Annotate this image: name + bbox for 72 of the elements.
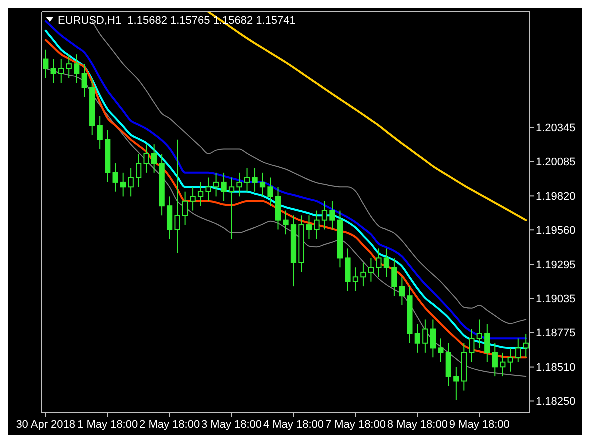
candlestick [360, 262, 366, 288]
y-tick-label: 1.18775 [536, 328, 576, 340]
y-tick-label: 1.19035 [536, 294, 576, 306]
candlestick [275, 186, 282, 230]
candlestick [221, 172, 227, 202]
y-tick-label: 1.20085 [536, 156, 576, 168]
candlestick [120, 172, 126, 198]
candlestick [492, 342, 498, 378]
candlestick [352, 267, 359, 292]
y-tick-label: 1.18510 [536, 362, 576, 374]
candlestick [283, 210, 289, 236]
candlestick [384, 248, 390, 278]
candlestick [368, 258, 374, 282]
candlestick [268, 177, 274, 207]
candlestick [112, 163, 118, 192]
candlestick [66, 54, 72, 79]
candlestick [322, 200, 328, 230]
candlestick [454, 366, 460, 401]
candlestick [244, 168, 250, 192]
x-tick-label: 8 May 18:00 [387, 419, 448, 431]
candlestick [50, 58, 56, 84]
y-tick-label: 1.20345 [536, 122, 576, 134]
y-tick-label: 1.19820 [536, 191, 576, 204]
candlestick [523, 333, 529, 358]
candlestick [151, 144, 158, 174]
candlestick [97, 116, 103, 150]
y-tick-label: 1.19560 [536, 224, 576, 237]
y-tick-label: 1.18250 [536, 396, 576, 408]
x-tick-label: 4 May 18:00 [263, 419, 324, 431]
candlestick [252, 168, 258, 192]
candlestick [198, 182, 204, 207]
candlestick [213, 172, 220, 198]
y-tick-label: 1.19295 [536, 260, 576, 272]
candlestick [392, 258, 398, 297]
candlestick [190, 186, 196, 212]
candlestick [182, 191, 188, 226]
candlestick [399, 276, 406, 306]
candlestick [82, 64, 88, 98]
candlestick [43, 49, 49, 79]
candlestick [414, 324, 421, 354]
candlestick [260, 172, 266, 198]
candlestick [446, 342, 452, 387]
candlestick [376, 248, 382, 278]
candlestick [236, 172, 242, 198]
candlestick [516, 338, 522, 363]
candlestick [476, 319, 482, 349]
candlestick [438, 338, 444, 363]
candlestick [345, 248, 351, 292]
candlestick [74, 54, 80, 84]
candlestick [128, 168, 134, 198]
x-tick-label: 2 May 18:00 [140, 419, 200, 431]
x-tick-label: 30 Apr 2018 [16, 419, 76, 431]
candlestick [206, 177, 212, 202]
x-tick-label: 1 May 18:00 [78, 419, 138, 431]
candlestick [508, 348, 514, 372]
candlestick [430, 319, 436, 358]
candlestick [422, 319, 428, 354]
x-tick-label: 7 May 18:00 [325, 419, 386, 431]
candlestick [228, 177, 235, 240]
candlestick [469, 328, 475, 363]
candlestick [330, 200, 336, 230]
x-tick-label: 3 May 18:00 [202, 419, 262, 431]
candlestick [166, 196, 173, 240]
candlestick [58, 58, 64, 84]
candlestick [136, 153, 142, 188]
candlestick [144, 144, 150, 174]
candlestick [314, 210, 320, 240]
x-tick-label: 9 May 18:00 [449, 419, 510, 431]
candlestick [174, 139, 180, 254]
candlestick [500, 352, 506, 378]
candlestick [306, 215, 312, 240]
candlestick [484, 324, 490, 363]
